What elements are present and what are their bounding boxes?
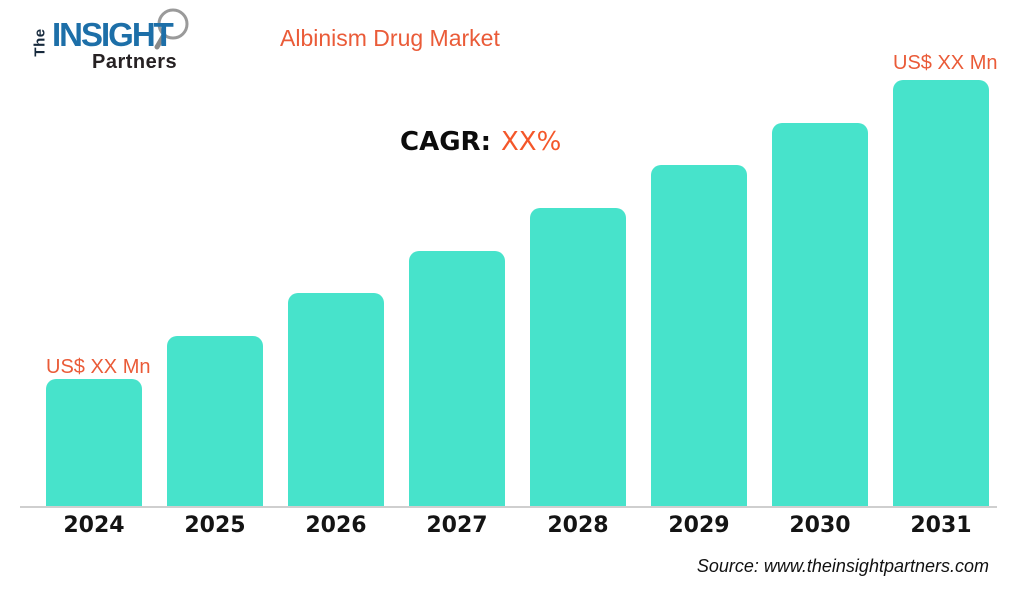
year-label-2026: 2026 <box>305 513 367 538</box>
year-label-2024: 2024 <box>63 513 125 538</box>
source-text: Source: www.theinsightpartners.com <box>696 556 989 576</box>
bar-2029 <box>651 165 747 507</box>
bar-2026 <box>288 293 384 507</box>
cagr-value: XX% <box>500 127 562 157</box>
cagr-label: CAGR: <box>400 127 491 157</box>
bar-2030 <box>772 123 868 507</box>
bar-2025 <box>167 336 263 507</box>
year-label-2027: 2027 <box>426 513 488 538</box>
bar-2028 <box>530 208 626 507</box>
year-label-2029: 2029 <box>668 513 730 538</box>
chart-title: Albinism Drug Market <box>280 25 500 51</box>
logo-partners-text: Partners <box>92 51 178 73</box>
first-bar-value-label: US$ XX Mn <box>46 356 151 378</box>
magnifier-icon <box>154 8 189 50</box>
bar-2031 <box>893 80 989 507</box>
year-label-2025: 2025 <box>184 513 246 538</box>
bar-2024 <box>46 379 142 507</box>
year-label-2030: 2030 <box>789 513 851 538</box>
last-bar-value-label: US$ XX Mn <box>893 52 998 74</box>
year-label-2031: 2031 <box>910 513 972 538</box>
bar-2027 <box>409 251 505 507</box>
plot-area <box>46 80 989 507</box>
insight-partners-logo: The INSIGHT Partners <box>22 6 197 80</box>
year-label-2028: 2028 <box>547 513 609 538</box>
x-axis-line <box>20 506 997 508</box>
cagr-annotation: CAGR: XX% <box>400 127 561 157</box>
logo-insight-text: INSIGHT <box>52 16 174 53</box>
